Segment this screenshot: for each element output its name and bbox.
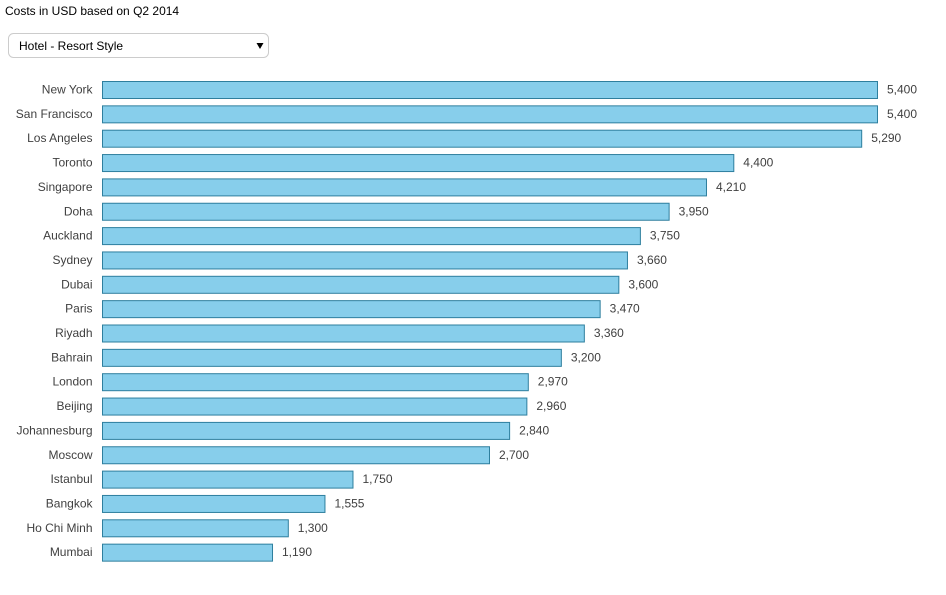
svg-text:5,290: 5,290 (871, 131, 901, 145)
svg-text:Dubai: Dubai (61, 277, 92, 291)
svg-text:1,555: 1,555 (334, 496, 364, 510)
svg-text:2,960: 2,960 (536, 399, 566, 413)
svg-text:Johannesburg: Johannesburg (16, 423, 92, 437)
svg-text:Riyadh: Riyadh (55, 326, 92, 340)
svg-text:Ho Chi Minh: Ho Chi Minh (26, 521, 92, 535)
svg-text:San Francisco: San Francisco (16, 107, 93, 121)
svg-text:Toronto: Toronto (52, 156, 92, 170)
svg-text:Bangkok: Bangkok (46, 496, 94, 510)
svg-text:3,600: 3,600 (628, 277, 658, 291)
svg-text:Paris: Paris (65, 302, 92, 316)
svg-text:Mumbai: Mumbai (50, 545, 93, 559)
svg-text:3,200: 3,200 (571, 350, 601, 364)
svg-text:Auckland: Auckland (43, 229, 92, 243)
svg-text:Los Angeles: Los Angeles (27, 131, 92, 145)
svg-text:1,750: 1,750 (362, 472, 392, 486)
svg-text:4,210: 4,210 (716, 180, 746, 194)
svg-text:Beijing: Beijing (56, 399, 92, 413)
svg-text:3,660: 3,660 (637, 253, 667, 267)
svg-text:New York: New York (42, 83, 94, 97)
svg-text:Bahrain: Bahrain (51, 350, 92, 364)
svg-text:Sydney: Sydney (52, 253, 92, 267)
svg-text:3,950: 3,950 (679, 204, 709, 218)
svg-text:Hotel - Resort Style: Hotel - Resort Style (19, 39, 123, 53)
svg-text:Moscow: Moscow (48, 448, 92, 462)
svg-text:Istanbul: Istanbul (50, 472, 92, 486)
svg-text:Costs in USD based on Q2 2014: Costs in USD based on Q2 2014 (5, 4, 179, 18)
svg-text:3,360: 3,360 (594, 326, 624, 340)
svg-text:3,750: 3,750 (650, 229, 680, 243)
svg-text:5,400: 5,400 (887, 83, 917, 97)
svg-text:Doha: Doha (64, 204, 93, 218)
svg-text:4,400: 4,400 (743, 156, 773, 170)
svg-text:Singapore: Singapore (38, 180, 93, 194)
svg-text:2,970: 2,970 (538, 375, 568, 389)
svg-text:London: London (52, 375, 92, 389)
svg-text:3,470: 3,470 (610, 302, 640, 316)
svg-text:1,190: 1,190 (282, 545, 312, 559)
svg-text:1,300: 1,300 (298, 521, 328, 535)
svg-text:5,400: 5,400 (887, 107, 917, 121)
svg-text:2,700: 2,700 (499, 448, 529, 462)
svg-text:2,840: 2,840 (519, 423, 549, 437)
